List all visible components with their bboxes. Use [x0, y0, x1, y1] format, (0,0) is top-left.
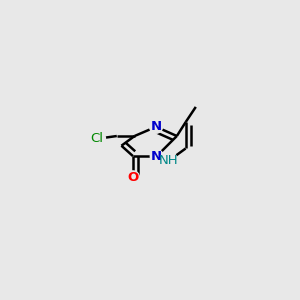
Text: O: O: [127, 171, 139, 184]
Text: NH: NH: [159, 154, 178, 167]
Circle shape: [160, 152, 178, 169]
Circle shape: [150, 150, 163, 163]
Circle shape: [127, 171, 140, 184]
Text: Cl: Cl: [91, 132, 104, 145]
Circle shape: [150, 120, 163, 133]
Text: N: N: [151, 120, 162, 133]
Circle shape: [89, 130, 106, 147]
Text: N: N: [151, 150, 162, 163]
